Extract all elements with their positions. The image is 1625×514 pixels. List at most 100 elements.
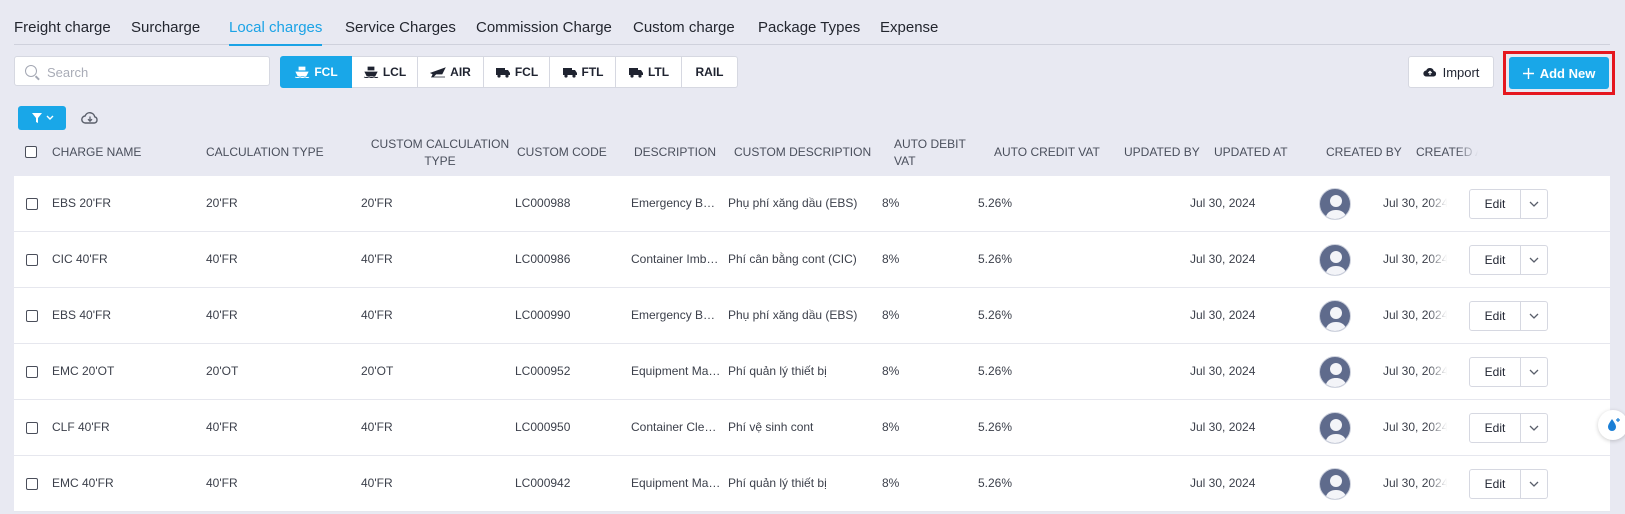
chevron-down-icon [1529, 481, 1539, 487]
tab-surcharge[interactable]: Surcharge [131, 19, 201, 36]
cell-custom-description: Phụ phí xăng dầu (EBS) [728, 308, 858, 322]
mode-lcl[interactable]: LCL [352, 56, 418, 88]
row-checkbox[interactable] [26, 422, 38, 434]
edit-button[interactable]: Edit [1469, 245, 1521, 275]
table-row[interactable]: EBS 20'FR 20'FR 20'FR LC000988 Emergency Bun… [14, 176, 1610, 232]
creator-avatar [1319, 188, 1351, 220]
tab-commission-charge[interactable]: Commission Charge [476, 19, 612, 36]
add-new-button[interactable]: Add New [1509, 57, 1609, 89]
cell-custom-code: LC000988 [515, 196, 571, 210]
cell-description: Container Cleaning Fee [631, 420, 721, 434]
search-input[interactable] [45, 62, 264, 82]
cell-calculation-type: 20'FR [206, 196, 238, 210]
chevron-down-icon [1529, 257, 1539, 263]
add-new-label: Add New [1539, 65, 1596, 81]
column-header-created-by[interactable]: CREATED BY [1326, 145, 1402, 159]
edit-button[interactable]: Edit [1469, 189, 1521, 219]
edit-button[interactable]: Edit [1469, 413, 1521, 443]
cell-updated-at: Jul 30, 2024 [1190, 308, 1256, 322]
mode-ftl[interactable]: FTL [550, 56, 616, 88]
chevron-down-icon [1529, 369, 1539, 375]
tab-custom-charge[interactable]: Custom charge [633, 19, 735, 36]
column-header-created-at[interactable]: CREATED AT [1416, 145, 1478, 159]
mode-label: AIR [450, 65, 471, 79]
select-all-checkbox[interactable] [25, 146, 37, 158]
cell-custom-code: LC000952 [515, 364, 571, 378]
row-actions-dropdown[interactable] [1520, 413, 1548, 443]
tab-local-charges[interactable]: Local charges [229, 19, 323, 46]
cell-custom-description: Phụ phí xăng dầu (EBS) [728, 196, 858, 210]
search-icon [25, 65, 37, 77]
row-actions-dropdown[interactable] [1520, 357, 1548, 387]
table-row[interactable]: EBS 40'FR 40'FR 40'FR LC000990 Emergency Bun… [14, 288, 1610, 344]
edit-button[interactable]: Edit [1469, 301, 1521, 331]
row-actions-dropdown[interactable] [1520, 189, 1548, 219]
tab-service-charges[interactable]: Service Charges [345, 19, 456, 36]
filter-dropdown-button[interactable] [18, 106, 66, 130]
edit-button[interactable]: Edit [1469, 357, 1521, 387]
row-actions-dropdown[interactable] [1520, 469, 1548, 499]
column-header-updated-by[interactable]: UPDATED BY [1124, 145, 1200, 159]
import-label: Import [1442, 64, 1480, 80]
mode-ltl[interactable]: LTL [616, 56, 682, 88]
mode-rail[interactable]: RAIL [682, 56, 738, 88]
mode-fcl-sea[interactable]: FCL [280, 56, 352, 88]
cloud-download-button[interactable] [80, 108, 100, 128]
cell-charge-name: EBS 20'FR [52, 196, 111, 210]
column-header-custom-code[interactable]: CUSTOM CODE [517, 145, 607, 159]
cell-updated-at: Jul 30, 2024 [1190, 364, 1256, 378]
tab-package-types[interactable]: Package Types [758, 19, 861, 36]
cell-auto-debit-vat: 8% [882, 476, 900, 490]
column-header-auto-debit-vat[interactable]: AUTO DEBIT VAT [894, 137, 966, 168]
cell-updated-at: Jul 30, 2024 [1190, 196, 1256, 210]
mode-fcl-truck[interactable]: FCL [484, 56, 550, 88]
cell-description: Emergency Bunker Surcharge [631, 196, 721, 210]
mode-air[interactable]: AIR [418, 56, 484, 88]
table-row[interactable]: CLF 40'FR 40'FR 40'FR LC000950 Container Cle… [14, 400, 1610, 456]
table-row[interactable]: EMC 40'FR 40'FR 40'FR LC000942 Equipment Man… [14, 456, 1610, 512]
column-header-custom-description[interactable]: CUSTOM DESCRIPTION [734, 145, 872, 159]
cell-custom-code: LC000950 [515, 420, 571, 434]
cell-auto-debit-vat: 8% [882, 420, 900, 434]
column-header-updated-at[interactable]: UPDATED AT [1214, 145, 1288, 159]
floating-helper-button[interactable] [1598, 410, 1625, 440]
column-header-charge-name[interactable]: CHARGE NAME [52, 145, 142, 159]
column-header-description[interactable]: DESCRIPTION [634, 145, 717, 159]
cell-calculation-type: 40'FR [206, 308, 238, 322]
table-row[interactable]: EMC 20'OT 20'OT 20'OT LC000952 Equipment Man… [14, 344, 1610, 400]
cell-calculation-type: 40'FR [206, 252, 238, 266]
cell-auto-debit-vat: 8% [882, 196, 900, 210]
row-checkbox[interactable] [26, 366, 38, 378]
cell-created-at: Jul 30, 2024 [1383, 420, 1447, 434]
row-actions-dropdown[interactable] [1520, 245, 1548, 275]
filter-icon [31, 113, 42, 123]
cell-auto-credit-vat: 5.26% [978, 476, 1013, 490]
truck-icon [562, 68, 577, 78]
edit-button[interactable]: Edit [1469, 469, 1521, 499]
cell-charge-name: CIC 40'FR [52, 252, 108, 266]
column-header-auto-credit-vat[interactable]: AUTO CREDIT VAT [994, 145, 1100, 159]
transport-mode-switch: FCL LCL AIR FCL FTL LTL RAIL [280, 56, 738, 88]
column-header-custom-calculation-type[interactable]: CUSTOM CALCULATION TYPE [370, 137, 510, 168]
creator-avatar [1319, 412, 1351, 444]
cell-auto-debit-vat: 8% [882, 252, 900, 266]
mode-label: LCL [382, 65, 407, 79]
cell-auto-debit-vat: 8% [882, 308, 900, 322]
cell-created-at: Jul 30, 2024 [1383, 252, 1447, 266]
tab-freight-charge[interactable]: Freight charge [14, 19, 111, 36]
row-checkbox[interactable] [26, 198, 38, 210]
tab-expense[interactable]: Expense [880, 19, 939, 36]
row-actions-dropdown[interactable] [1520, 301, 1548, 331]
row-checkbox[interactable] [26, 478, 38, 490]
ship-icon [295, 66, 310, 78]
cell-custom-calculation-type: 20'OT [361, 364, 394, 378]
creator-avatar [1319, 468, 1351, 500]
row-checkbox[interactable] [26, 254, 38, 266]
cell-created-at: Jul 30, 2024 [1383, 476, 1447, 490]
table-row[interactable]: CIC 40'FR 40'FR 40'FR LC000986 Container Imb… [14, 232, 1610, 288]
row-checkbox[interactable] [26, 310, 38, 322]
cell-custom-code: LC000990 [515, 308, 571, 322]
import-button[interactable]: Import [1408, 56, 1494, 88]
column-header-calculation-type[interactable]: CALCULATION TYPE [206, 145, 324, 159]
cell-auto-credit-vat: 5.26% [978, 420, 1013, 434]
